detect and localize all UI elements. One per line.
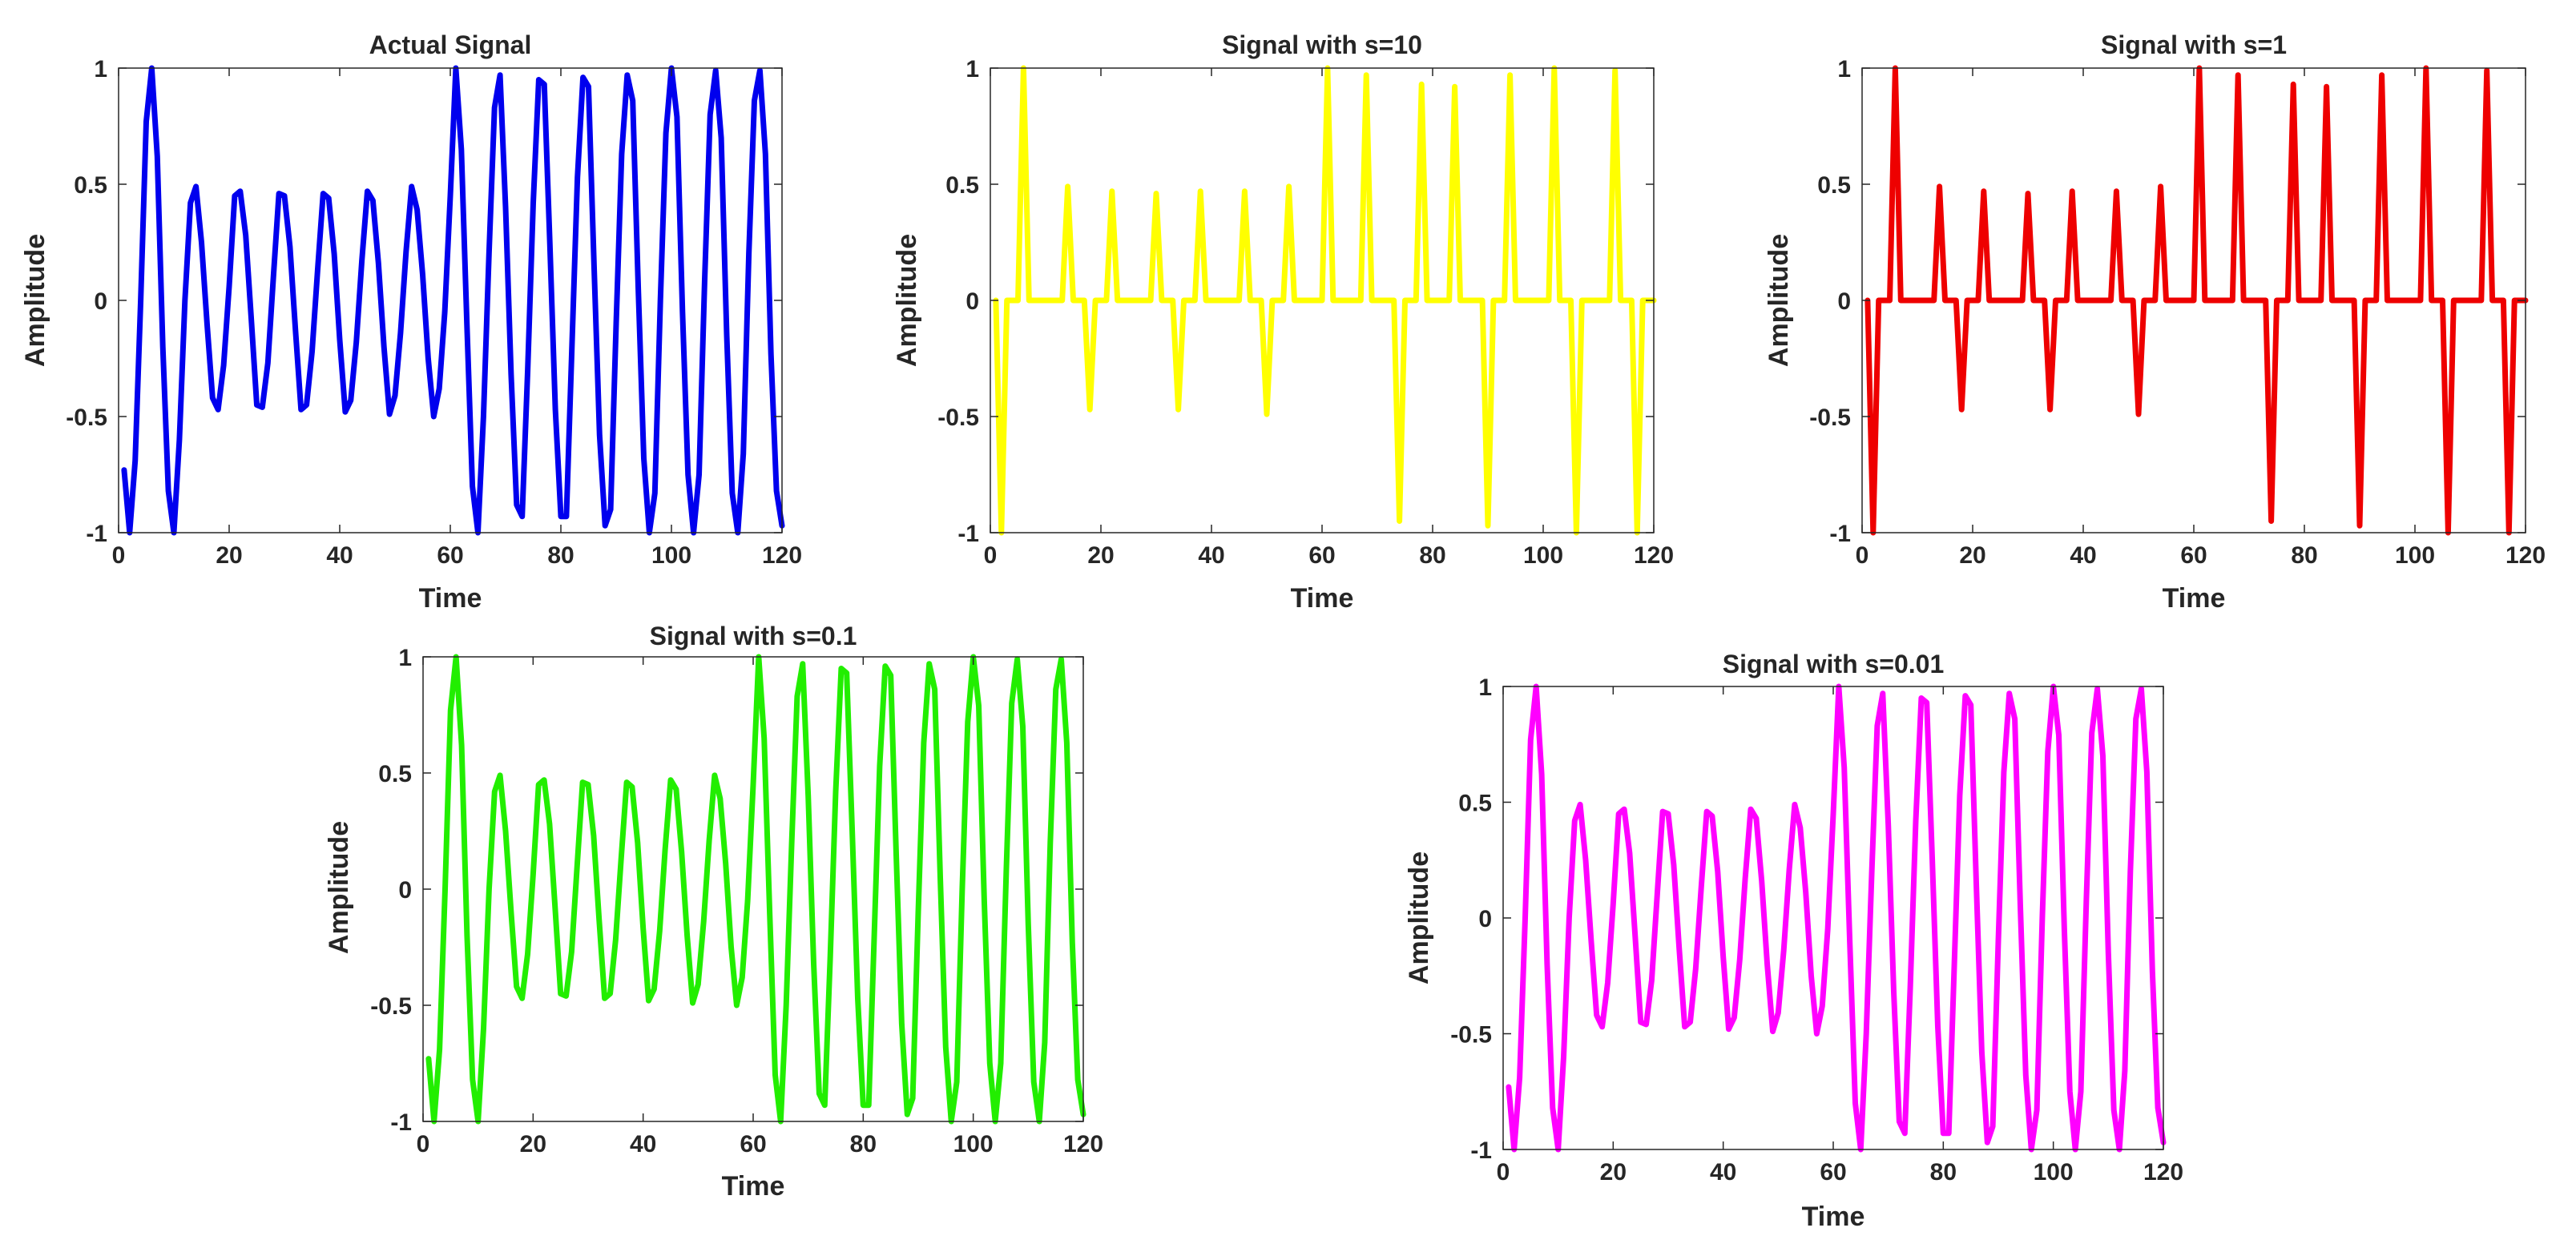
y-tick-label: 0.5 (74, 172, 107, 199)
y-axis-label: Amplitude (20, 234, 50, 367)
y-tick-label: -1 (1470, 1137, 1492, 1164)
panel-title: Signal with s=0.01 (1723, 650, 1945, 678)
plot-0: 0 20 40 60 80 100 120 -1 -0.5 0 0.5 1 (66, 56, 802, 569)
plot-3: 0 20 40 60 80 100 120 -1 -0.5 0 0.5 1 (370, 645, 1103, 1157)
panel-actual-signal: Actual Signal Amplitude Time (20, 30, 531, 614)
y-tick-label: -0.5 (66, 405, 107, 431)
x-axis-label: Time (2163, 583, 2226, 614)
panel-title: Signal with s=0.1 (650, 622, 857, 650)
x-tick-label: 60 (740, 1131, 766, 1157)
panel-title: Actual Signal (369, 30, 532, 59)
y-tick-label: -0.5 (1809, 405, 1851, 431)
y-tick-label: 0.5 (378, 761, 412, 787)
y-axis-label: Amplitude (1764, 234, 1794, 367)
y-tick-label: -1 (86, 521, 107, 547)
x-tick-label: 80 (2291, 542, 2317, 569)
x-tick-label: 80 (850, 1131, 877, 1157)
y-axis-label: Amplitude (1404, 851, 1434, 984)
x-tick-label: 40 (1198, 542, 1224, 569)
y-tick-label: 0.5 (1458, 791, 1492, 817)
series-line (1864, 65, 2529, 536)
series-line (1506, 683, 2167, 1153)
y-tick-label: 1 (1478, 674, 1492, 701)
panel-title: Signal with s=10 (1222, 30, 1422, 59)
y-tick-label: -0.5 (937, 405, 979, 431)
x-tick-label: 100 (1523, 542, 1563, 569)
x-tick-label: 20 (1600, 1159, 1627, 1186)
y-tick-label: 1 (398, 645, 412, 671)
x-tick-label: 100 (651, 542, 691, 569)
x-tick-label: 60 (437, 542, 463, 569)
x-tick-label: 120 (762, 542, 802, 569)
y-tick-label: 0 (398, 877, 412, 904)
panel-signal-s1: Signal with s=1 Amplitude Time (1764, 30, 2287, 614)
series-line (121, 65, 785, 536)
y-axis-label: Amplitude (324, 821, 354, 954)
y-tick-label: 0 (94, 288, 107, 315)
x-tick-label: 100 (2395, 542, 2435, 569)
y-axis-label: Amplitude (892, 234, 922, 367)
y-tick-label: -0.5 (370, 993, 412, 1020)
x-tick-label: 0 (417, 1131, 430, 1157)
x-tick-label: 20 (216, 542, 242, 569)
y-tick-label: 0.5 (945, 172, 979, 199)
panel-signal-s0-1: Signal with s=0.1 Amplitude Time (324, 622, 857, 1202)
plot-4: 0 20 40 60 80 100 120 -1 -0.5 0 0.5 1 (1450, 674, 2183, 1186)
x-tick-label: 80 (1930, 1159, 1957, 1186)
series-line (993, 65, 1657, 536)
panel-signal-s10: Signal with s=10 Amplitude Time (892, 30, 1422, 614)
x-tick-label: 0 (984, 542, 998, 569)
y-tick-label: 1 (94, 56, 107, 83)
x-axis-label: Time (419, 583, 482, 614)
x-tick-label: 60 (2180, 542, 2207, 569)
x-tick-label: 40 (326, 542, 353, 569)
x-tick-label: 40 (2070, 542, 2096, 569)
x-tick-label: 0 (1856, 542, 1869, 569)
x-axis-label: Time (1291, 583, 1354, 614)
y-tick-label: 1 (1837, 56, 1851, 83)
panel-signal-s0-01: Signal with s=0.01 Amplitude Time (1404, 650, 1944, 1232)
x-tick-label: 100 (953, 1131, 994, 1157)
x-tick-label: 40 (630, 1131, 656, 1157)
x-tick-label: 60 (1820, 1159, 1846, 1186)
x-tick-label: 20 (1087, 542, 1114, 569)
x-tick-label: 100 (2034, 1159, 2074, 1186)
plot-2: 0 20 40 60 80 100 120 -1 -0.5 0 0.5 1 (1809, 56, 2546, 569)
x-tick-label: 120 (1634, 542, 1674, 569)
x-tick-label: 20 (1959, 542, 1985, 569)
x-tick-label: 120 (1063, 1131, 1103, 1157)
panel-title: Signal with s=1 (2101, 30, 2287, 59)
y-tick-label: -1 (390, 1109, 412, 1136)
y-tick-label: -1 (1829, 521, 1851, 547)
y-tick-label: -1 (957, 521, 979, 547)
plot-1: 0 20 40 60 80 100 120 -1 -0.5 0 0.5 1 (937, 56, 1674, 569)
y-tick-label: 0 (965, 288, 979, 315)
y-tick-label: 0 (1837, 288, 1851, 315)
x-tick-label: 0 (1497, 1159, 1510, 1186)
series-line (425, 654, 1086, 1125)
x-axis-label: Time (1802, 1202, 1865, 1232)
x-tick-label: 20 (520, 1131, 546, 1157)
y-tick-label: -0.5 (1450, 1022, 1492, 1049)
y-tick-label: 1 (965, 56, 979, 83)
x-tick-label: 0 (112, 542, 126, 569)
x-tick-label: 120 (2143, 1159, 2183, 1186)
x-axis-label: Time (722, 1171, 785, 1202)
x-tick-label: 120 (2505, 542, 2546, 569)
x-tick-label: 80 (1419, 542, 1445, 569)
x-tick-label: 60 (1308, 542, 1335, 569)
y-tick-label: 0 (1478, 906, 1492, 932)
y-tick-label: 0.5 (1817, 172, 1851, 199)
x-tick-label: 40 (1710, 1159, 1736, 1186)
x-tick-label: 80 (547, 542, 574, 569)
